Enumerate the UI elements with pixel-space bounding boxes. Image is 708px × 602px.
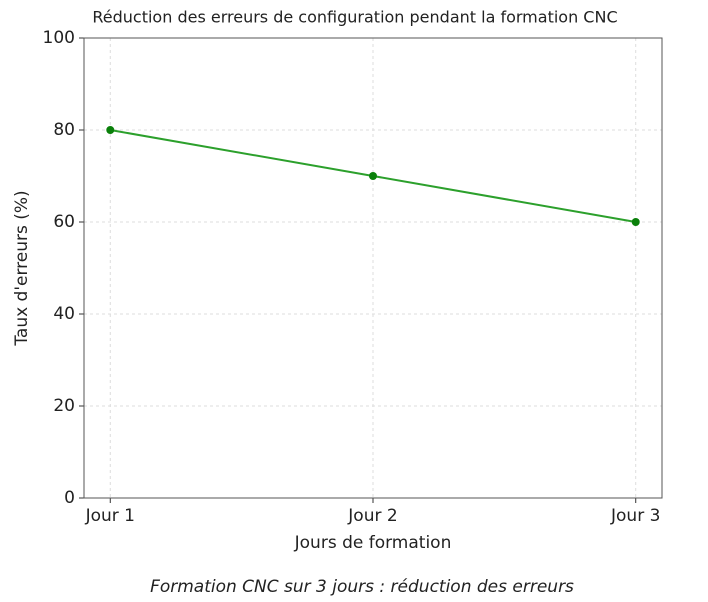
y-axis-label: Taux d'erreurs (%)	[12, 190, 32, 346]
x-axis-label: Jours de formation	[294, 533, 452, 553]
y-tick-label: 40	[53, 304, 75, 324]
y-tick-label: 0	[64, 488, 75, 508]
marker	[369, 172, 377, 180]
caption: Formation CNC sur 3 jours : réduction de…	[150, 577, 574, 597]
marker	[106, 126, 115, 134]
x-tick-label: Jour 3	[610, 506, 660, 526]
y-tick-label: 80	[53, 120, 75, 140]
plot-frame	[83, 37, 663, 499]
x-tick-label: Jour 1	[85, 506, 135, 526]
x-tick-label: Jour 2	[347, 506, 397, 526]
chart-title: Réduction des erreurs de configuration p…	[92, 8, 617, 27]
y-tick-label: 60	[53, 212, 75, 232]
y-tick-label: 20	[53, 396, 75, 416]
y-tick-label: 100	[43, 28, 75, 48]
marker	[631, 218, 640, 226]
